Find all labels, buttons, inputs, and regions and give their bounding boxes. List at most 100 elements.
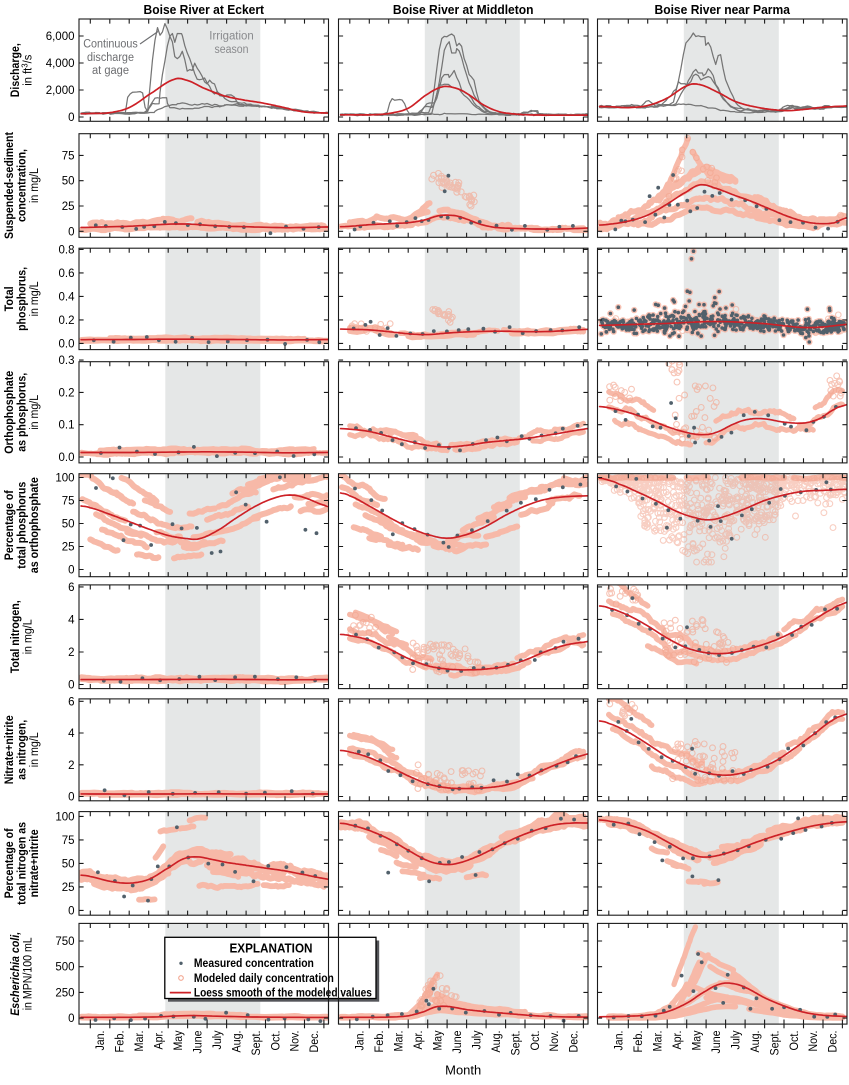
svg-text:0: 0 <box>68 226 74 238</box>
svg-text:July: July <box>730 1030 742 1049</box>
svg-text:total nitrogen as: total nitrogen as <box>16 822 28 905</box>
svg-text:6,000: 6,000 <box>46 31 75 43</box>
svg-text:0.0: 0.0 <box>59 452 75 464</box>
svg-text:season: season <box>215 44 249 56</box>
svg-text:in ft3/s: in ft3/s <box>21 54 35 85</box>
svg-text:25: 25 <box>62 201 75 213</box>
svg-text:as orthophosphate: as orthophosphate <box>29 477 41 573</box>
svg-text:in MPN/100 mL: in MPN/100 mL <box>23 937 35 1011</box>
svg-text:0: 0 <box>68 680 74 692</box>
svg-text:50: 50 <box>62 519 75 531</box>
svg-text:in mg/L: in mg/L <box>29 281 41 317</box>
svg-text:in mg/L: in mg/L <box>29 167 41 203</box>
svg-text:0: 0 <box>68 1013 74 1025</box>
svg-text:Mar.: Mar. <box>394 1031 406 1052</box>
svg-text:Sept.: Sept. <box>510 1031 522 1056</box>
svg-text:Dec.: Dec. <box>828 1031 840 1053</box>
svg-text:in mg/L: in mg/L <box>29 394 41 430</box>
svg-text:2: 2 <box>68 760 74 772</box>
svg-text:May: May <box>691 1030 703 1050</box>
svg-text:100: 100 <box>55 811 74 823</box>
svg-text:Sept.: Sept. <box>251 1031 263 1056</box>
svg-text:750: 750 <box>55 936 74 948</box>
svg-text:0.2: 0.2 <box>59 315 75 327</box>
svg-text:Mar.: Mar. <box>653 1031 665 1052</box>
svg-text:0: 0 <box>68 792 74 804</box>
svg-text:Discharge,: Discharge, <box>10 43 22 97</box>
svg-text:Mar.: Mar. <box>134 1031 146 1052</box>
svg-text:50: 50 <box>62 176 75 188</box>
svg-text:Boise River at Eckert: Boise River at Eckert <box>144 2 265 17</box>
svg-text:0: 0 <box>68 112 74 124</box>
svg-text:EXPLANATION: EXPLANATION <box>230 941 313 955</box>
svg-text:Measured concentration: Measured concentration <box>194 958 314 970</box>
svg-text:75: 75 <box>62 496 75 508</box>
svg-text:May: May <box>432 1030 444 1050</box>
svg-text:100: 100 <box>55 473 74 485</box>
svg-text:0: 0 <box>68 905 74 917</box>
svg-text:Aug.: Aug. <box>491 1031 503 1053</box>
svg-text:total phosphorus: total phosphorus <box>16 482 28 569</box>
svg-text:0.0: 0.0 <box>59 338 75 350</box>
svg-text:Escherichia coli,: Escherichia coli, <box>10 932 22 1016</box>
svg-text:in mg/L: in mg/L <box>23 619 35 655</box>
svg-text:0.2: 0.2 <box>59 387 75 399</box>
svg-text:Aug.: Aug. <box>750 1031 762 1053</box>
svg-text:Nov.: Nov. <box>808 1031 820 1052</box>
svg-text:nitrate+nitrite: nitrate+nitrite <box>29 829 41 897</box>
svg-text:June: June <box>192 1031 204 1054</box>
svg-text:75: 75 <box>62 835 75 847</box>
svg-text:6: 6 <box>68 696 74 708</box>
svg-text:Feb.: Feb. <box>374 1031 386 1053</box>
svg-text:July: July <box>471 1030 483 1049</box>
svg-text:500: 500 <box>55 962 74 974</box>
svg-text:Continuous: Continuous <box>83 39 138 51</box>
svg-text:Oct.: Oct. <box>270 1031 282 1051</box>
svg-text:Total nitrogen,: Total nitrogen, <box>10 600 22 673</box>
svg-text:0: 0 <box>68 565 74 577</box>
svg-text:250: 250 <box>55 987 74 999</box>
svg-text:Jan.: Jan. <box>614 1031 626 1051</box>
svg-text:Oct.: Oct. <box>789 1031 801 1051</box>
svg-text:Feb.: Feb. <box>115 1031 127 1053</box>
svg-text:May: May <box>173 1030 185 1050</box>
svg-text:0.1: 0.1 <box>59 420 75 432</box>
svg-text:Oct.: Oct. <box>530 1031 542 1051</box>
svg-text:Percentage of: Percentage of <box>4 490 16 560</box>
svg-text:4: 4 <box>68 728 75 740</box>
svg-text:Suspended-sediment: Suspended-sediment <box>4 132 16 239</box>
svg-text:Orthophosphate: Orthophosphate <box>4 371 16 454</box>
svg-text:Apr.: Apr. <box>672 1031 684 1050</box>
svg-text:Irrigation: Irrigation <box>209 31 253 43</box>
svg-text:concentration,: concentration, <box>16 149 28 222</box>
svg-text:25: 25 <box>62 882 75 894</box>
svg-text:Boise River near Parma: Boise River near Parma <box>655 2 791 17</box>
svg-text:4,000: 4,000 <box>46 58 75 70</box>
svg-text:as phosphorus,: as phosphorus, <box>16 373 28 452</box>
svg-text:Nitrate+nitrite: Nitrate+nitrite <box>4 715 16 784</box>
svg-text:0.6: 0.6 <box>59 268 75 280</box>
svg-text:Jan.: Jan. <box>355 1031 367 1051</box>
svg-text:75: 75 <box>62 150 75 162</box>
svg-text:0.4: 0.4 <box>59 291 76 303</box>
svg-text:July: July <box>212 1030 224 1049</box>
svg-text:Feb.: Feb. <box>633 1031 645 1053</box>
svg-text:Jan.: Jan. <box>95 1031 107 1051</box>
svg-text:Apr.: Apr. <box>413 1031 425 1050</box>
svg-text:2: 2 <box>68 647 74 659</box>
svg-text:Percentage of: Percentage of <box>4 828 16 898</box>
svg-text:Loess smooth of the modeled va: Loess smooth of the modeled values <box>194 988 372 1000</box>
svg-text:Month: Month <box>445 1064 481 1078</box>
svg-text:Sept.: Sept. <box>769 1031 781 1056</box>
svg-text:50: 50 <box>62 858 75 870</box>
svg-text:discharge: discharge <box>87 52 134 64</box>
svg-text:Dec.: Dec. <box>309 1031 321 1053</box>
svg-text:Total: Total <box>4 286 16 311</box>
svg-text:Apr.: Apr. <box>153 1031 165 1050</box>
svg-text:6: 6 <box>68 582 74 594</box>
svg-text:Boise River at Middleton: Boise River at Middleton <box>393 2 534 17</box>
svg-text:2,000: 2,000 <box>46 85 75 97</box>
svg-text:0.8: 0.8 <box>59 244 75 256</box>
svg-text:phosphorus,: phosphorus, <box>16 267 28 331</box>
svg-text:at gage: at gage <box>92 65 129 77</box>
